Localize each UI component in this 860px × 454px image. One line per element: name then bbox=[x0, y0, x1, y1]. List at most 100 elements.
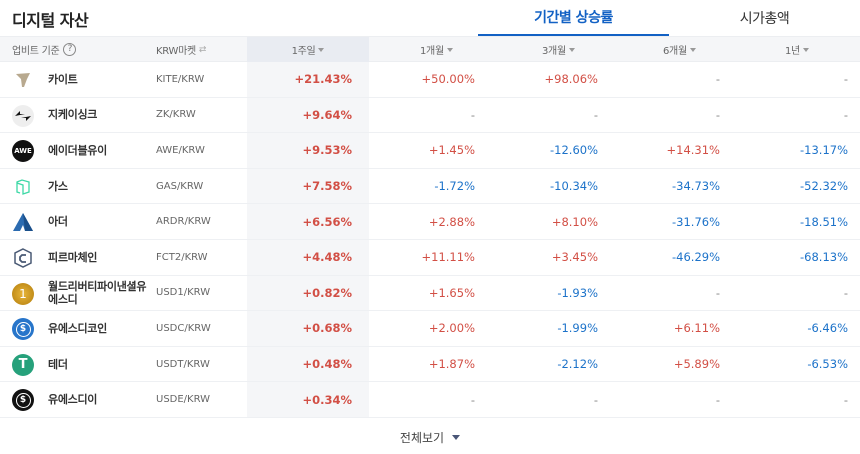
swap-icon: ⇄ bbox=[198, 44, 207, 55]
market-pair: AWE/KRW bbox=[156, 144, 205, 156]
change-6month: +14.31% bbox=[666, 143, 721, 158]
change-1year: - bbox=[843, 107, 848, 122]
asset-name[interactable]: 테더 bbox=[48, 357, 68, 371]
change-3month: -10.34% bbox=[550, 179, 598, 194]
view-all-button[interactable]: 전체보기 bbox=[0, 427, 860, 447]
selected-column-bg bbox=[247, 346, 369, 382]
change-1week: +0.34% bbox=[302, 392, 352, 407]
sort-6month-label: 6개월 bbox=[663, 46, 687, 57]
change-1month: -1.72% bbox=[434, 179, 475, 194]
table-row[interactable]: 아더 ARDR/KRW +6.56% +2.88% +8.10% -31.76% -18.5… bbox=[0, 204, 860, 240]
change-6month: -46.29% bbox=[672, 250, 720, 265]
market-pair: ZK/KRW bbox=[156, 109, 196, 121]
asset-name[interactable]: 에이더블유이 bbox=[48, 143, 107, 157]
selected-column-bg bbox=[247, 382, 369, 417]
market-pair: USDT/KRW bbox=[156, 358, 210, 370]
change-1year: -68.13% bbox=[800, 250, 848, 265]
caret-down-icon bbox=[802, 47, 809, 52]
change-1year: -6.46% bbox=[807, 321, 848, 336]
sort-1year[interactable]: 1년 bbox=[785, 37, 809, 62]
sort-1month[interactable]: 1개월 bbox=[420, 37, 453, 62]
sort-1week[interactable]: 1주일 bbox=[247, 37, 369, 62]
kite-icon bbox=[12, 69, 34, 91]
table-row[interactable]: 지케이싱크 ZK/KRW +9.64% - - - - bbox=[0, 97, 860, 134]
table-row[interactable]: $ 유에스디코인 USDC/KRW +0.68% +2.00% -1.99% +6.11% -… bbox=[0, 311, 860, 347]
change-6month: -31.76% bbox=[672, 214, 720, 229]
change-6month: - bbox=[715, 107, 720, 122]
asset-name[interactable]: 월드리버티파이낸셜유에스디 bbox=[48, 279, 147, 306]
selected-column-bg bbox=[247, 97, 369, 133]
market-header[interactable]: KRW마켓 ⇄ bbox=[156, 37, 206, 62]
change-3month: +98.06% bbox=[544, 72, 599, 87]
selected-column-bg bbox=[247, 62, 369, 97]
usd1-icon: 1 bbox=[12, 282, 34, 305]
market-pair: KITE/KRW bbox=[156, 73, 205, 85]
selected-column-bg bbox=[247, 204, 369, 239]
caret-down-icon bbox=[318, 47, 325, 52]
market-pair: USD1/KRW bbox=[156, 287, 211, 299]
help-icon[interactable]: ? bbox=[63, 43, 77, 56]
sort-3month-label: 3개월 bbox=[542, 46, 566, 57]
table-row[interactable]: 피르마체인 FCT2/KRW +4.48% +11.11% +3.45% -46.29% -… bbox=[0, 239, 860, 276]
change-6month: - bbox=[715, 285, 720, 300]
change-1month: +2.00% bbox=[428, 321, 475, 336]
change-1week: +21.43% bbox=[294, 72, 352, 87]
caret-down-icon bbox=[689, 47, 696, 52]
gas-icon bbox=[12, 176, 34, 198]
change-6month: - bbox=[715, 72, 720, 87]
change-1month: - bbox=[470, 392, 475, 407]
change-1month: +2.88% bbox=[428, 214, 475, 229]
change-1year: - bbox=[843, 285, 848, 300]
change-6month: +6.11% bbox=[673, 321, 720, 336]
tab-period-gain[interactable]: 기간별 상승률 bbox=[478, 0, 669, 36]
asset-name[interactable]: 지케이싱크 bbox=[48, 108, 98, 122]
change-1month: +11.11% bbox=[421, 250, 476, 265]
change-3month: -1.93% bbox=[557, 285, 598, 300]
asset-name[interactable]: 아더 bbox=[48, 215, 68, 229]
change-1week: +0.82% bbox=[302, 285, 352, 300]
ardor-icon bbox=[12, 211, 34, 233]
change-1week: +6.56% bbox=[302, 214, 352, 229]
caret-down-icon bbox=[452, 434, 461, 440]
asset-name[interactable]: 유에스디코인 bbox=[48, 321, 107, 335]
change-1month: +1.65% bbox=[428, 285, 475, 300]
change-1month: +50.00% bbox=[421, 72, 476, 87]
change-1month: +1.87% bbox=[428, 357, 475, 372]
sort-1week-label: 1주일 bbox=[291, 46, 316, 57]
change-3month: +3.45% bbox=[551, 250, 598, 265]
asset-name[interactable]: 가스 bbox=[48, 179, 68, 193]
market-pair: FCT2/KRW bbox=[156, 251, 208, 263]
table-row[interactable]: T 테더 USDT/KRW +0.48% +1.87% -2.12% +5.89% -6.53… bbox=[0, 346, 860, 383]
table-row[interactable]: 가스 GAS/KRW +7.58% -1.72% -10.34% -34.73% -52.3… bbox=[0, 168, 860, 205]
usdc-icon: $ bbox=[12, 318, 34, 341]
change-1year: -13.17% bbox=[800, 143, 848, 158]
asset-name[interactable]: 카이트 bbox=[48, 72, 78, 86]
change-1year: -52.32% bbox=[800, 179, 848, 194]
market-pair: GAS/KRW bbox=[156, 180, 204, 192]
tab-market-cap[interactable]: 시가총액 bbox=[739, 11, 790, 27]
table-row[interactable]: 1 월드리버티파이낸셜유에스디 USD1/KRW +0.82% +1.65% -1.93%… bbox=[0, 275, 860, 312]
sort-6month[interactable]: 6개월 bbox=[663, 37, 696, 62]
header: 디지털 자산 기간별 상승률 시가총액 bbox=[0, 0, 860, 36]
asset-name[interactable]: 피르마체인 bbox=[48, 250, 98, 264]
market-pair: ARDR/KRW bbox=[156, 216, 211, 228]
change-1week: +0.48% bbox=[302, 357, 352, 372]
market-pair: USDC/KRW bbox=[156, 322, 211, 334]
sort-3month[interactable]: 3개월 bbox=[542, 37, 575, 62]
zksync-icon bbox=[12, 104, 34, 127]
selected-column-bg bbox=[247, 133, 369, 168]
selected-column-bg bbox=[247, 239, 369, 275]
change-1month: - bbox=[470, 107, 475, 122]
basis-label: 업비트 기준 bbox=[12, 46, 60, 57]
table-row[interactable]: 카이트 KITE/KRW +21.43% +50.00% +98.06% - - bbox=[0, 62, 860, 98]
sort-1year-label: 1년 bbox=[785, 46, 800, 57]
change-1week: +7.58% bbox=[302, 179, 352, 194]
asset-name[interactable]: 유에스디이 bbox=[48, 393, 98, 407]
table-row[interactable]: $ 유에스디이 USDE/KRW +0.34% - - - - bbox=[0, 382, 860, 418]
change-3month: -2.12% bbox=[557, 357, 598, 372]
change-3month: - bbox=[593, 392, 598, 407]
table-row[interactable]: AWE 에이더블유이 AWE/KRW +9.53% +1.45% -12.60% +14.3… bbox=[0, 133, 860, 169]
selected-column-bg bbox=[247, 168, 369, 204]
tether-icon: T bbox=[12, 353, 34, 376]
basis-header: 업비트 기준 ? bbox=[12, 37, 77, 62]
